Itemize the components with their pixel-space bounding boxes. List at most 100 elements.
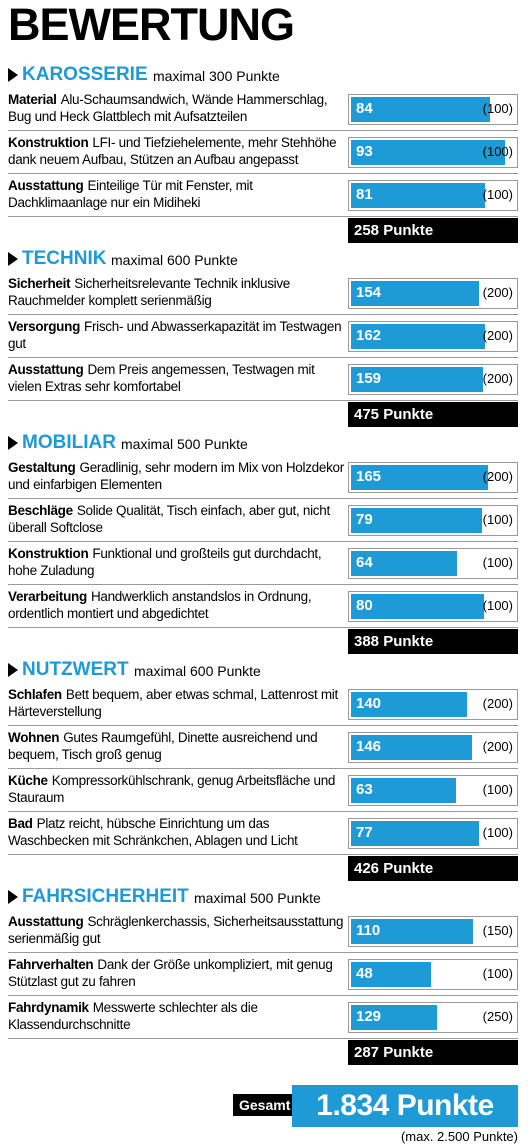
- max-value: (200): [482, 696, 513, 711]
- score-value: 63: [356, 781, 373, 798]
- row-divider: [8, 400, 518, 401]
- row-description: Geradlinig, sehr modern im Mix von Holzd…: [8, 460, 344, 492]
- row-label: Beschläge: [8, 503, 73, 518]
- max-value: (250): [482, 1009, 513, 1024]
- score-value: 84: [356, 100, 373, 117]
- row-label: Konstruktion: [8, 546, 89, 561]
- row-divider: [8, 216, 518, 217]
- score-box: 110 (150): [348, 916, 518, 947]
- section-max: maximal 300 Punkte: [153, 68, 280, 84]
- score-box: 64 (100): [348, 548, 518, 579]
- score-bar: [351, 735, 473, 760]
- score-value: 77: [356, 824, 373, 841]
- section-max: maximal 600 Punkte: [111, 252, 238, 268]
- triangle-icon: [8, 252, 18, 266]
- triangle-icon: [8, 68, 18, 82]
- section-name: TECHNIK: [22, 248, 107, 269]
- row-text: Bad Platz reicht, hübsche Einrichtung um …: [8, 815, 344, 849]
- max-value: (100): [482, 782, 513, 797]
- row-description: Frisch- und Abwasserkapazität im Testwag…: [8, 319, 342, 351]
- score-bar: [351, 962, 431, 987]
- row-divider: [8, 541, 518, 542]
- score-value: 80: [356, 597, 373, 614]
- row-text: Fahrdynamik Messwerte schlechter als die …: [8, 999, 344, 1033]
- score-bar: [351, 594, 484, 619]
- overall-max: (max. 2.500 Punkte): [400, 1129, 518, 1144]
- row-divider: [8, 314, 518, 315]
- score-bar: [351, 508, 483, 533]
- row-label: Verarbeitung: [8, 589, 87, 604]
- section-total: 388 Punkte: [348, 629, 518, 654]
- section-total: 287 Punkte: [348, 1040, 518, 1065]
- max-value: (200): [482, 285, 513, 300]
- score-value: 110: [356, 922, 381, 939]
- row-divider: [8, 627, 518, 628]
- row-divider: [8, 725, 518, 726]
- row-description: Funktional und großteils gut durchdacht,…: [8, 546, 322, 578]
- score-bar: [351, 778, 456, 803]
- row-text: Verarbeitung Handwerklich anstandslos in …: [8, 588, 344, 622]
- row-description: Bett bequem, aber etwas schmal, Lattenro…: [8, 687, 338, 719]
- triangle-icon: [8, 663, 18, 677]
- score-bar: [351, 692, 468, 717]
- section-header: FAHRSICHERHEIT maximal 500 Punkte: [8, 885, 518, 909]
- row-description: Kompressorkühlschrank, genug Arbeitsfläc…: [8, 773, 336, 805]
- score-bar: [351, 465, 488, 490]
- overall-label: Gesamt: [233, 1094, 297, 1116]
- score-box: 80 (100): [348, 591, 518, 622]
- score-box: 154 (200): [348, 278, 518, 309]
- triangle-icon: [8, 890, 18, 904]
- score-value: 129: [356, 1008, 382, 1025]
- row-divider: [8, 584, 518, 585]
- section-total: 258 Punkte: [348, 218, 518, 243]
- row-divider: [8, 768, 518, 769]
- score-bar: [351, 367, 483, 392]
- score-box: 129 (250): [348, 1002, 518, 1033]
- max-value: (200): [482, 328, 513, 343]
- score-bar: [351, 324, 486, 349]
- row-divider: [8, 811, 518, 812]
- max-value: (100): [482, 144, 513, 159]
- score-value: 93: [356, 143, 373, 160]
- row-divider: [8, 498, 518, 499]
- row-description: Solide Qualität, Tisch einfach, aber gut…: [8, 503, 330, 535]
- section-name: KAROSSERIE: [22, 64, 148, 85]
- row-label: Gestaltung: [8, 460, 76, 475]
- score-value: 165: [356, 468, 382, 485]
- row-text: Schlafen Bett bequem, aber etwas schmal, …: [8, 686, 344, 720]
- section-max: maximal 500 Punkte: [121, 436, 248, 452]
- score-bar: [351, 551, 458, 576]
- section-max: maximal 600 Punkte: [134, 663, 261, 679]
- max-value: (200): [482, 371, 513, 386]
- row-description: Platz reicht, hübsche Einrichtung um das…: [8, 816, 298, 848]
- row-text: Sicherheit Sicherheitsrelevante Technik i…: [8, 275, 344, 309]
- score-box: 140 (200): [348, 689, 518, 720]
- row-label: Küche: [8, 773, 48, 788]
- row-label: Bad: [8, 816, 33, 831]
- row-divider: [8, 1038, 518, 1039]
- row-description: Dank der Größe unkompliziert, mit genug …: [8, 957, 333, 989]
- row-text: Gestaltung Geradlinig, sehr modern im Mix…: [8, 459, 344, 493]
- max-value: (200): [482, 469, 513, 484]
- row-description: Sicherheitsrelevante Technik inklusive R…: [8, 276, 291, 308]
- score-value: 79: [356, 511, 373, 528]
- section-header: NUTZWERT maximal 600 Punkte: [8, 658, 518, 682]
- row-text: Ausstattung Einteilige Tür mit Fenster, m…: [8, 177, 344, 211]
- max-value: (100): [482, 187, 513, 202]
- row-label: Schlafen: [8, 687, 62, 702]
- score-bar: [351, 281, 479, 306]
- score-box: 159 (200): [348, 364, 518, 395]
- max-value: (100): [482, 555, 513, 570]
- row-text: Fahrverhalten Dank der Größe unkomplizier…: [8, 956, 344, 990]
- score-bar: [351, 140, 506, 165]
- score-value: 154: [356, 284, 382, 301]
- section-name: NUTZWERT: [22, 659, 129, 680]
- row-text: Beschläge Solide Qualität, Tisch einfach,…: [8, 502, 344, 536]
- row-text: Ausstattung Dem Preis angemessen, Testwag…: [8, 361, 344, 395]
- score-box: 63 (100): [348, 775, 518, 806]
- section-header: TECHNIK maximal 600 Punkte: [8, 247, 518, 271]
- score-box: 77 (100): [348, 818, 518, 849]
- max-value: (100): [482, 598, 513, 613]
- score-value: 162: [356, 327, 382, 344]
- row-text: Versorgung Frisch- und Abwasserkapazität …: [8, 318, 344, 352]
